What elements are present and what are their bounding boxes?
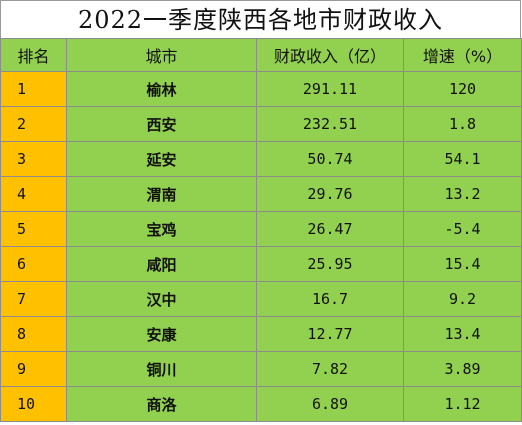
header-city: 城市 — [66, 38, 257, 72]
rank-cell: 8 — [0, 316, 67, 352]
revenue-cell: 16.7 — [256, 281, 404, 317]
table-row: 3 延安 50.74 54.1 — [0, 141, 522, 177]
table-title: 2022一季度陕西各地市财政收入 — [0, 0, 521, 38]
header-revenue: 财政收入（亿） — [256, 38, 404, 72]
city-cell: 西安 — [66, 106, 257, 142]
revenue-cell: 7.82 — [256, 351, 404, 387]
revenue-cell: 232.51 — [256, 106, 404, 142]
city-cell: 商洛 — [66, 386, 257, 422]
city-cell: 渭南 — [66, 176, 257, 212]
rank-cell: 3 — [0, 141, 67, 177]
city-cell: 汉中 — [66, 281, 257, 317]
city-cell: 安康 — [66, 316, 257, 352]
rank-cell: 10 — [0, 386, 67, 422]
table-row: 7 汉中 16.7 9.2 — [0, 281, 522, 317]
growth-cell: 15.4 — [403, 246, 522, 282]
growth-cell: 9.2 — [403, 281, 522, 317]
header-growth: 增速（%） — [403, 38, 522, 72]
ranking-table: 排名 城市 财政收入（亿） 增速（%） 1 榆林 291.11 120 2 西安… — [0, 38, 522, 422]
revenue-cell: 26.47 — [256, 211, 404, 247]
revenue-cell: 6.89 — [256, 386, 404, 422]
table-row: 4 渭南 29.76 13.2 — [0, 176, 522, 212]
growth-cell: 120 — [403, 71, 522, 107]
growth-cell: 13.4 — [403, 316, 522, 352]
rank-cell: 9 — [0, 351, 67, 387]
header-rank: 排名 — [0, 38, 67, 72]
revenue-cell: 50.74 — [256, 141, 404, 177]
revenue-cell: 12.77 — [256, 316, 404, 352]
city-cell: 榆林 — [66, 71, 257, 107]
revenue-cell: 291.11 — [256, 71, 404, 107]
city-cell: 咸阳 — [66, 246, 257, 282]
city-cell: 铜川 — [66, 351, 257, 387]
rank-cell: 1 — [0, 71, 67, 107]
rank-cell: 6 — [0, 246, 67, 282]
rank-cell: 2 — [0, 106, 67, 142]
table-row: 6 咸阳 25.95 15.4 — [0, 246, 522, 282]
rank-cell: 4 — [0, 176, 67, 212]
table-row: 5 宝鸡 26.47 -5.4 — [0, 211, 522, 247]
city-cell: 宝鸡 — [66, 211, 257, 247]
table-row: 2 西安 232.51 1.8 — [0, 106, 522, 142]
growth-cell: 13.2 — [403, 176, 522, 212]
table-row: 1 榆林 291.11 120 — [0, 71, 522, 107]
growth-cell: -5.4 — [403, 211, 522, 247]
revenue-cell: 29.76 — [256, 176, 404, 212]
growth-cell: 1.12 — [403, 386, 522, 422]
growth-cell: 54.1 — [403, 141, 522, 177]
growth-cell: 1.8 — [403, 106, 522, 142]
rank-cell: 7 — [0, 281, 67, 317]
table-row: 9 铜川 7.82 3.89 — [0, 351, 522, 387]
rank-cell: 5 — [0, 211, 67, 247]
city-cell: 延安 — [66, 141, 257, 177]
table-row: 8 安康 12.77 13.4 — [0, 316, 522, 352]
growth-cell: 3.89 — [403, 351, 522, 387]
table-row: 10 商洛 6.89 1.12 — [0, 386, 522, 422]
revenue-cell: 25.95 — [256, 246, 404, 282]
header-row: 排名 城市 财政收入（亿） 增速（%） — [0, 38, 522, 72]
